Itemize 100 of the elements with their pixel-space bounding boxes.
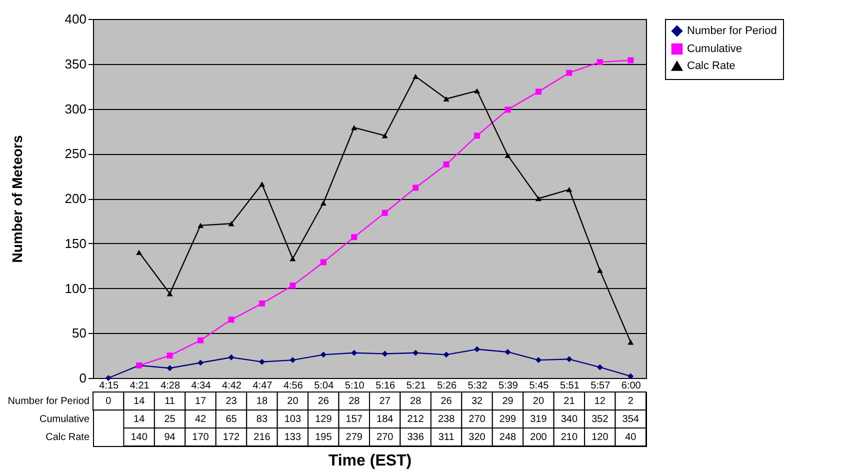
data-label: 195 [315,432,332,443]
point [412,350,419,356]
x-tick-label: 4:47 [252,380,273,392]
point [474,88,480,94]
data-label: 200 [530,432,548,443]
point [105,375,112,381]
data-label: 32 [471,396,484,407]
point [258,300,265,307]
point [320,200,326,206]
data-label: 319 [530,414,548,425]
x-tick-label: 5:32 [468,380,488,392]
data-label: 14 [134,396,146,407]
data-label: 270 [468,414,486,425]
point [290,256,296,262]
point [320,259,326,266]
legend-label: Number for Period [687,25,777,37]
data-label: 299 [499,414,517,425]
data-label: 28 [410,396,422,407]
data-label: 336 [407,432,424,443]
point [412,184,419,191]
x-tick-label: 5:16 [376,380,396,392]
point [566,70,572,76]
point [320,352,326,358]
data-label: 210 [560,432,578,443]
x-axis-title: Time (EST) [328,452,412,470]
data-label: 40 [625,432,637,443]
x-tick-label: 4:42 [222,380,242,392]
point [166,365,173,372]
point [228,354,234,360]
data-label: 20 [532,396,544,407]
data-label: 157 [346,414,363,425]
point [198,337,204,344]
x-tick-label: 4:56 [283,380,304,392]
data-label: 65 [226,414,238,425]
point [504,348,511,355]
data-label: 17 [194,396,207,407]
point [290,357,296,364]
data-label: 212 [407,414,424,425]
data-label: 279 [346,432,363,443]
data-label: 270 [376,432,394,443]
point [443,352,450,358]
data-label: 133 [284,432,302,443]
x-tick-label: 5:57 [590,380,611,392]
data-label: 29 [502,396,514,407]
data-label: 170 [192,432,210,443]
x-tick-label: 5:45 [529,380,550,392]
point [258,358,265,365]
point [351,125,358,130]
x-tick-label: 5:51 [560,380,580,392]
data-label: 354 [622,414,640,425]
y-tick-label: 150 [64,236,86,251]
point [474,346,480,352]
point [166,352,173,359]
data-label: 320 [468,432,486,443]
point [351,234,358,240]
x-tick-label: 4:28 [160,380,180,392]
data-label: 28 [348,396,360,407]
data-label: 14 [134,414,146,425]
point [382,350,388,357]
point [596,364,603,370]
data-label: 18 [256,396,268,407]
x-tick-label: 4:21 [130,380,150,392]
x-tick-label: 4:15 [99,380,120,392]
y-tick-label: 350 [64,56,86,72]
point [535,357,542,364]
data-label: 94 [164,432,176,443]
data-label: 216 [254,432,271,443]
text: Calc Rate [46,432,90,443]
point [258,182,265,187]
text: Cumulative [39,414,90,425]
point [198,360,204,366]
y-tick-label: 0 [79,370,86,386]
y-tick-label: 300 [64,101,86,116]
point [198,222,204,228]
x-tick-label: 5:21 [406,380,426,392]
point [228,316,234,323]
data-label: 21 [564,396,576,407]
point [628,340,634,345]
point [628,57,634,64]
data-label: 352 [592,414,609,425]
point [535,196,542,202]
y-tick-label: 50 [72,326,86,341]
x-tick-label: 5:39 [498,380,518,392]
point [566,356,572,362]
point [628,373,634,380]
data-label: 26 [318,396,330,407]
y-axis-title: Number of Meteors [8,135,25,263]
point [382,210,388,216]
data-label: 12 [594,396,606,407]
data-label: 129 [315,414,332,425]
data-label: 140 [130,432,148,443]
point [504,152,511,158]
x-tick-label: 5:10 [344,380,365,392]
legend-label: Cumulative [687,43,742,55]
point [351,350,358,356]
point [566,186,572,192]
y-tick-label: 200 [64,191,86,206]
data-label: 83 [256,414,268,425]
y-tick-label: 100 [64,280,86,296]
point [535,88,542,95]
